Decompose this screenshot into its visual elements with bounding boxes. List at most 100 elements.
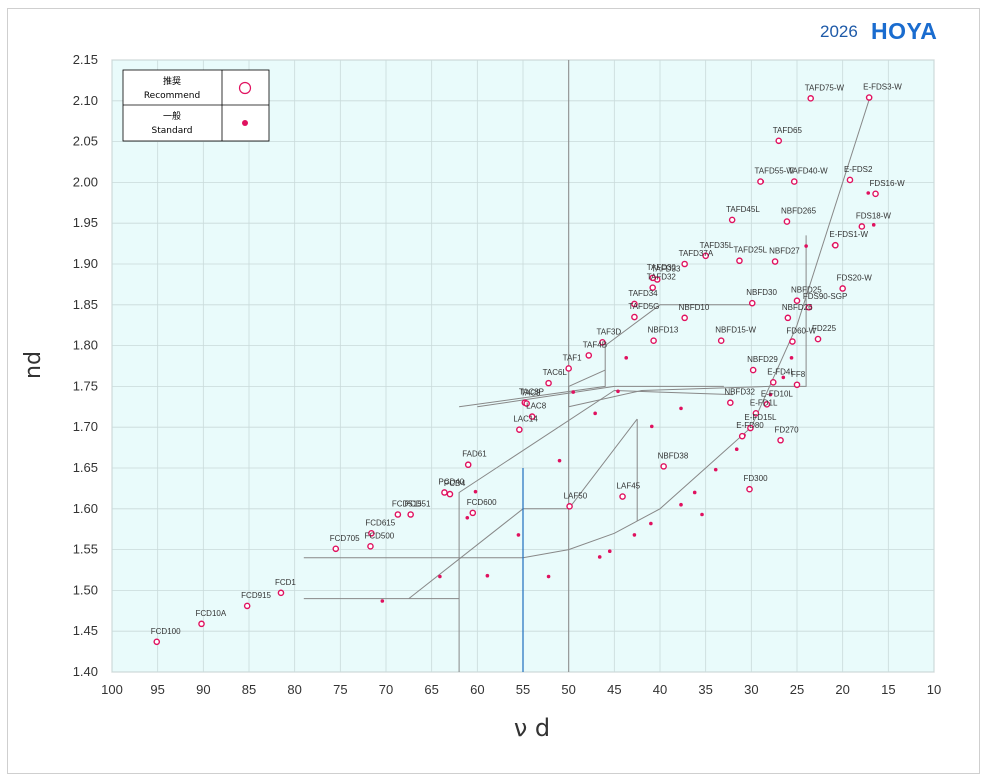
point-label: FAD61 <box>462 450 487 459</box>
point-label: FD60-W <box>786 327 816 336</box>
x-tick-label: 20 <box>835 682 849 697</box>
point-label: NBFD32 <box>724 388 755 397</box>
y-axis-ticks: 1.40 1.45 1.50 1.55 1.60 1.65 1.70 1.75 1.80 1.85… <box>73 52 98 679</box>
point-label: LAC14 <box>513 415 538 424</box>
recommend-point <box>717 337 725 345</box>
x-tick-label: 15 <box>881 682 895 697</box>
point-label: LAF45 <box>617 482 641 491</box>
point-label: FCD100 <box>151 627 181 636</box>
standard-point <box>734 447 739 452</box>
point-label: NBFD26 <box>782 303 813 312</box>
data-points <box>153 94 879 646</box>
standard-point <box>713 467 718 472</box>
recommend-point <box>728 216 736 224</box>
legend-recommend-jp: 推奨 <box>163 75 181 87</box>
recommend-point <box>771 258 779 265</box>
standard-point <box>679 406 683 411</box>
y-tick-label: 1.75 <box>73 378 98 393</box>
point-label: E-FDS2 <box>844 165 873 174</box>
point-label: NBFD265 <box>781 207 817 216</box>
standard-point <box>679 502 683 507</box>
point-label: NBFD27 <box>769 247 800 256</box>
standard-point <box>649 424 654 429</box>
point-label: LAF50 <box>564 491 588 500</box>
recommend-point <box>660 463 667 470</box>
standard-point <box>789 356 794 360</box>
standard-point <box>546 574 551 579</box>
recommend-point <box>441 489 448 496</box>
x-tick-label: 85 <box>242 682 256 697</box>
y-tick-label: 1.70 <box>73 419 98 434</box>
recommend-point <box>763 401 771 408</box>
legend-recommend-en: Recommend <box>144 91 200 101</box>
point-label: TAF3D <box>596 327 621 336</box>
recommend-point <box>565 365 572 372</box>
x-axis-ticks: 100 95 90 85 80 75 70 65 60 55 50 45 40 35 30 25 20 15 10 <box>101 682 941 697</box>
y-tick-label: 1.50 <box>73 582 98 597</box>
year-label: 2026 <box>820 22 858 41</box>
point-label: FD270 <box>775 425 800 434</box>
point-label: TAFD45L <box>726 205 760 214</box>
standard-point <box>516 533 521 537</box>
region-boundary-line <box>303 96 871 559</box>
y-tick-label: 1.60 <box>73 501 98 516</box>
recommend-point <box>198 620 205 628</box>
y-tick-label: 1.45 <box>73 623 98 638</box>
point-label: TAFD37A <box>679 249 714 258</box>
region-boundary-line <box>459 304 752 408</box>
recommend-point <box>407 511 414 518</box>
x-tick-label: 45 <box>607 682 621 697</box>
recommend-point <box>528 413 536 420</box>
recommend-point <box>738 432 746 440</box>
recommend-point <box>332 545 340 553</box>
recommend-point <box>469 509 477 517</box>
standard-point <box>871 223 876 227</box>
recommend-point <box>858 223 866 230</box>
point-label: TAFD33 <box>651 265 681 274</box>
y-tick-label: 2.05 <box>73 134 98 149</box>
point-label: NBFD30 <box>746 288 777 297</box>
x-tick-label: 50 <box>561 682 575 697</box>
x-tick-label: 75 <box>333 682 347 697</box>
x-tick-label: 95 <box>150 682 164 697</box>
recommend-point <box>566 503 573 510</box>
y-tick-label: 1.95 <box>73 215 98 230</box>
point-label: NBFD25 <box>791 286 822 295</box>
point-label: TAFD32 <box>647 273 677 282</box>
recommend-point <box>784 314 792 322</box>
standard-point <box>632 533 637 537</box>
recommend-point <box>865 94 873 101</box>
y-tick-label: 1.65 <box>73 460 98 475</box>
point-label: TAF1 <box>563 353 583 362</box>
point-label: PCD4 <box>444 479 466 488</box>
recommend-point <box>681 260 688 268</box>
recommend-point <box>807 95 815 102</box>
legend: 推奨 Recommend 一般 Standard <box>122 69 270 142</box>
standard-point <box>485 573 490 578</box>
recommend-point <box>727 399 734 407</box>
y-tick-label: 2.15 <box>73 52 98 67</box>
x-tick-label: 100 <box>101 682 123 697</box>
point-label: PCD51 <box>405 500 431 509</box>
recommend-point <box>752 410 760 417</box>
point-label: FDS18-W <box>856 211 892 220</box>
recommend-point <box>736 257 743 265</box>
recommend-point <box>367 543 374 550</box>
recommend-point <box>585 352 593 359</box>
standard-point <box>866 191 871 195</box>
point-label: TAC6L <box>543 368 568 377</box>
standard-point <box>571 390 576 394</box>
standard-point <box>607 549 612 554</box>
standard-point <box>804 244 808 248</box>
legend-standard-jp: 一般 <box>163 110 181 122</box>
standard-point <box>692 490 697 495</box>
point-label: FCD1 <box>275 578 296 587</box>
recommend-point <box>789 338 796 345</box>
standard-point <box>557 458 562 463</box>
point-label: FCD500 <box>364 531 394 540</box>
recommend-point <box>394 511 402 518</box>
point-label: NBFD29 <box>747 355 778 364</box>
x-tick-label: 70 <box>379 682 393 697</box>
